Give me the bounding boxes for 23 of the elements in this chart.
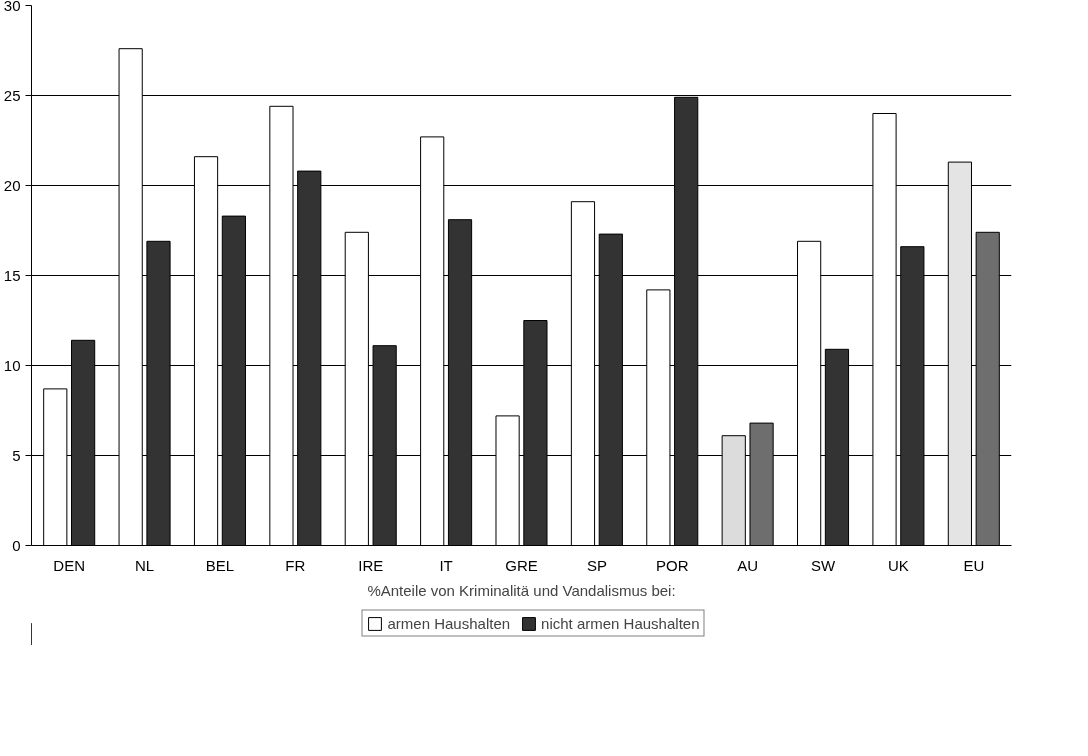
y-tick-label: 30 — [3, 0, 21, 14]
legend-label: nicht armen Haushalten — [541, 614, 700, 632]
y-tick-label: 20 — [3, 176, 21, 194]
x-tick-label: SW — [810, 556, 836, 574]
legend-label: armen Haushalten — [387, 614, 511, 632]
x-tick-label: BEL — [205, 556, 235, 574]
y-tick-label: 25 — [3, 86, 21, 104]
x-tick-label: FR — [285, 556, 306, 574]
y-tick-label: 10 — [3, 356, 21, 374]
x-tick-label: IRE — [358, 556, 384, 574]
x-tick-label: AU — [737, 556, 759, 574]
x-tick-label: NL — [134, 556, 155, 574]
y-tick-label: 0 — [12, 536, 21, 554]
x-tick-label: SP — [586, 556, 607, 574]
x-tick-label: POR — [656, 556, 689, 574]
x-tick-label: GRE — [505, 556, 538, 574]
x-tick-label: EU — [963, 556, 985, 574]
x-tick-label: IT — [439, 556, 453, 574]
x-axis-title: %Anteile von Kriminalitä und Vandalismus bei: — [367, 581, 676, 599]
x-tick-label: DEN — [53, 556, 86, 574]
y-tick-label: 5 — [12, 446, 21, 464]
x-tick-label: UK — [888, 556, 909, 574]
y-tick-label: 15 — [3, 266, 21, 284]
